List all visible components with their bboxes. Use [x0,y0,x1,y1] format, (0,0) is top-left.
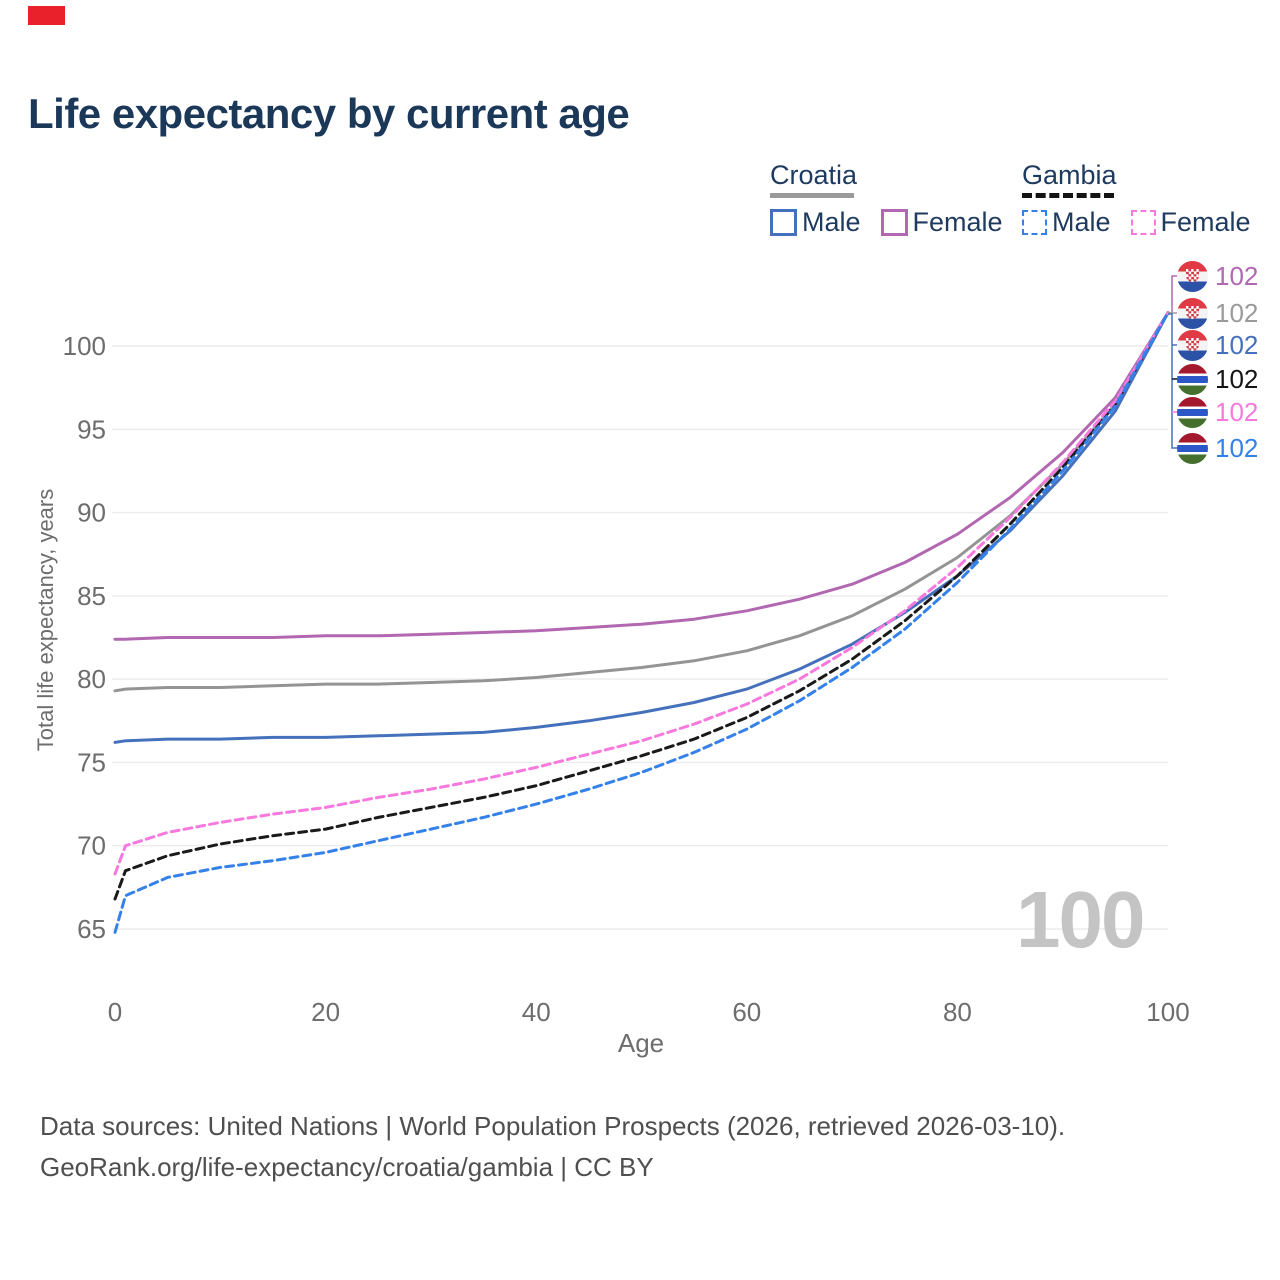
end-value-label: 102 [1215,397,1259,427]
legend-item-label: Male [802,207,861,237]
end-value-annotation-croatia: 102 [1177,297,1258,329]
series-line-croatia-male [113,311,1170,744]
series-line-gambia [113,311,1170,901]
legend-item-label: Female [912,207,1003,237]
croatia-male-checkbox[interactable] [770,209,797,236]
flag-croatia-icon [1177,329,1208,361]
x-tick-label: 40 [522,997,551,1027]
flag-croatia-icon [1177,260,1208,292]
legend-item-croatia-female[interactable]: Female [880,207,1003,238]
flag-gambia-icon [1177,363,1208,395]
end-value-label: 102 [1215,433,1259,463]
end-value-annotation-gambia: 102 [1177,363,1258,395]
legend-item-gambia-male[interactable]: Male [1022,207,1111,238]
annotation-leader-line [1168,313,1177,449]
end-value-annotation-croatia: 102 [1177,329,1258,361]
end-value-label: 102 [1215,298,1259,328]
recording-marker [28,6,65,25]
series-line-croatia-female [113,311,1170,641]
series-line-croatia [113,311,1170,693]
y-tick-label: 80 [77,664,106,694]
y-tick-label: 100 [63,331,106,361]
y-tick-label: 70 [77,831,106,861]
flag-croatia-icon [1177,297,1208,329]
y-tick-label: 65 [77,914,106,944]
legend-item-label: Female [1160,207,1251,237]
flag-gambia-icon [1177,396,1208,428]
legend-country-gambia: Gambia [1022,160,1117,190]
x-axis-title: Age [617,1028,665,1058]
legend-group-croatia: Croatia Male Female [770,160,1003,238]
gambia-female-checkbox[interactable] [1130,210,1156,235]
legend-item-label: Male [1052,207,1111,237]
legend-group-gambia: Gambia Male Female [1022,160,1251,238]
end-value-annotation-croatia: 102 [1177,260,1258,292]
series-line-gambia-female [113,311,1170,876]
series-line-gambia-male [113,311,1170,934]
data-source-line: Data sources: United Nations | World Pop… [40,1111,1066,1141]
y-axis-title: Total life expectancy, years [33,488,58,752]
x-tick-label: 100 [1146,997,1189,1027]
legend-croatia-line-sample [770,193,854,198]
gambia-male-checkbox[interactable] [1022,210,1047,235]
end-value-label: 102 [1215,261,1259,291]
legend-gambia-line-sample [1022,193,1114,198]
legend-country-croatia: Croatia [770,160,858,190]
y-tick-label: 90 [77,498,106,528]
annotation-leader-line [1168,275,1177,314]
legend-item-gambia-female[interactable]: Female [1130,207,1251,238]
end-value-label: 102 [1215,330,1259,360]
y-tick-label: 95 [77,414,106,444]
croatia-female-checkbox[interactable] [880,209,908,236]
age-counter-watermark: 100 [1016,875,1145,964]
end-value-annotation-gambia: 102 [1177,396,1258,428]
footer: Data sources: United Nations | World Pop… [40,1106,1065,1188]
end-value-label: 102 [1215,364,1259,394]
end-value-annotation-gambia: 102 [1177,432,1258,464]
x-tick-label: 0 [108,997,122,1027]
flag-gambia-icon [1177,432,1208,464]
y-tick-label: 85 [77,581,106,611]
x-tick-label: 60 [732,997,761,1027]
legend-item-croatia-male[interactable]: Male [770,207,861,238]
page-title: Life expectancy by current age [28,90,630,137]
x-tick-label: 20 [311,997,340,1027]
y-tick-label: 75 [77,747,106,777]
x-tick-label: 80 [943,997,972,1027]
attribution-line: GeoRank.org/life-expectancy/croatia/gamb… [40,1152,654,1182]
